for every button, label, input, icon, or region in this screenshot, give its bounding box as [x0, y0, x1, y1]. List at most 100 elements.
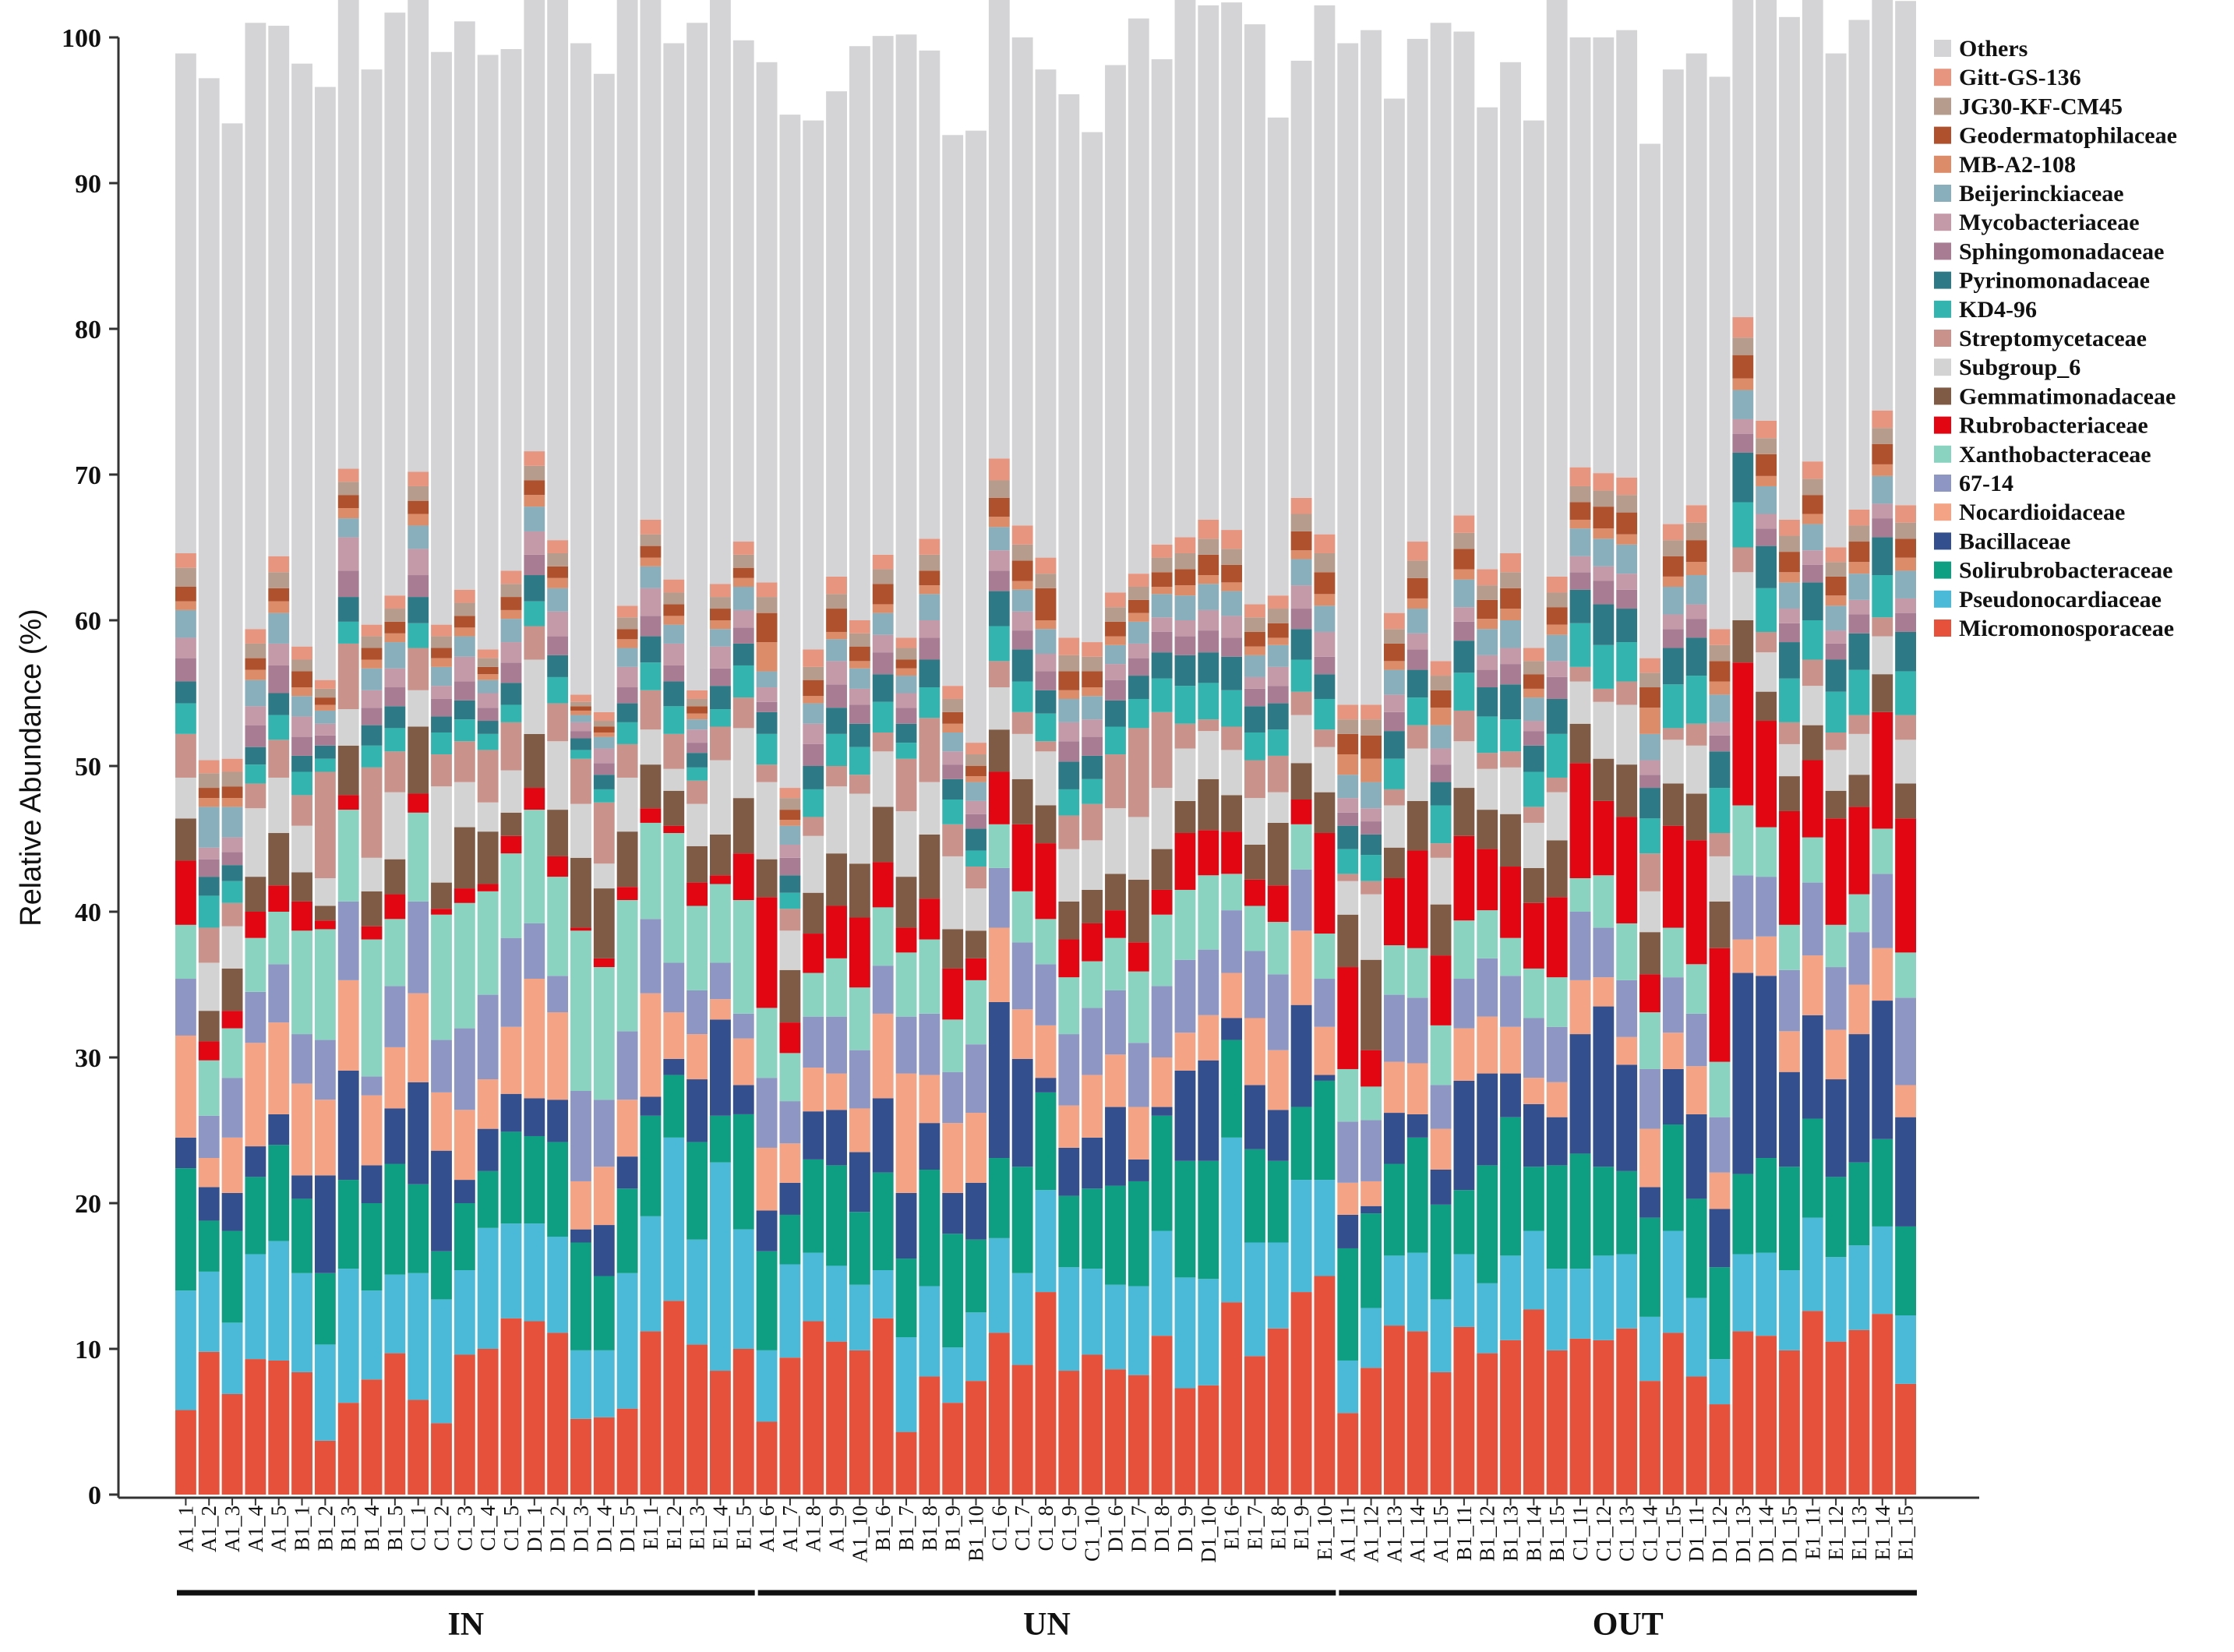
bar-segment-rubrobacteriaceae-c1_8	[1035, 843, 1057, 920]
bar-segment-pseudonocardiaceae-e1_8	[1267, 1242, 1289, 1329]
bar-segment-gitt-gs-136-e1_8	[1267, 595, 1289, 609]
bar-segment-jg30-kf-cm45-d1_9	[1174, 552, 1196, 570]
bar-segment-sphingomonadaceae-a1_14	[1406, 649, 1428, 670]
bar-segment-mb-a2-108-d1_2	[547, 577, 569, 588]
bar-segment-solirubrobacteraceae-c1_4	[477, 1170, 499, 1228]
bar-segment-jg30-kf-cm45-a1_2	[198, 773, 220, 789]
bar-segment-mb-a2-108-a1_15	[1430, 708, 1452, 725]
bar-segment-streptomycetaceae-d1_11	[1685, 723, 1707, 746]
y-tick-label: 90	[75, 170, 101, 199]
bar-segment-streptomycetaceae-a1_2	[198, 927, 220, 963]
bar-segment-streptomycetaceae-b1_1	[291, 795, 312, 826]
bar-segment-solirubrobacteraceae-a1_1	[175, 1168, 196, 1291]
bar-segment-pyrinomonadaceae-b1_14	[1523, 745, 1544, 772]
bar-segment-subgroup-6-a1_12	[1361, 894, 1382, 960]
bar-segment-bacillaceae-b1_4	[361, 1165, 383, 1203]
bar-segment-subgroup-6-d1_2	[547, 741, 569, 810]
bar-segment-kd4-96-a1_15	[1430, 805, 1452, 844]
bar-segment-kd4-96-a1_6	[756, 733, 778, 765]
bar-segment-sphingomonadaceae-e1_5	[732, 627, 754, 644]
bar-segment-gitt-gs-136-e1_9	[1290, 497, 1312, 514]
bar-segment-xanthobacteraceae-c1_10	[1082, 961, 1103, 1008]
bar-segment-gemmatimonadaceae-d1_15	[1779, 776, 1800, 811]
bar-segment-micromonosporaceae-c1_1	[408, 1400, 429, 1495]
bar-segment-pyrinomonadaceae-b1_1	[291, 755, 312, 772]
bar-segment-gemmatimonadaceae-b1_13	[1500, 814, 1521, 867]
bar-segment-gitt-gs-136-a1_3	[221, 758, 243, 772]
bar-segment-jg30-kf-cm45-c1_1	[408, 485, 429, 501]
bar-segment-others-d1_13	[1732, 0, 1754, 318]
bar-segment-geodermatophilaceae-e1_7	[1244, 631, 1265, 647]
bar-segment-mycobacteriaceae-a1_12	[1361, 808, 1382, 822]
bar-segment-gitt-gs-136-b1_7	[895, 637, 917, 648]
bar-segment-sphingomonadaceae-b1_14	[1523, 731, 1544, 746]
bar-segment-solirubrobacteraceae-d1_10	[1198, 1160, 1219, 1280]
bar-segment-mb-a2-108-c1_3	[454, 627, 475, 637]
bar-segment-rubrobacteriaceae-a1_3	[221, 1011, 243, 1029]
bar-segment-xanthobacteraceae-a1_11	[1337, 1068, 1359, 1122]
bar-segment-streptomycetaceae-e1_8	[1267, 755, 1289, 792]
bar-segment-mb-a2-108-c1_4	[477, 674, 499, 680]
bar-segment-nocardioidaceae-d1_9	[1174, 1032, 1196, 1071]
bar-segment-mycobacteriaceae-b1_5	[384, 668, 406, 688]
bar-segment-gemmatimonadaceae-c1_5	[500, 812, 522, 836]
bar-segment-pseudonocardiaceae-c1_6	[988, 1237, 1010, 1333]
bar-segment-solirubrobacteraceae-e1_10	[1314, 1080, 1336, 1181]
bar-segment-bacillaceae-b1_9	[942, 1192, 964, 1234]
bar-segment-rubrobacteriaceae-b1_2	[314, 920, 336, 930]
bar-segment-beijerinckiaceae-d1_5	[616, 648, 638, 667]
bar-segment-streptomycetaceae-e1_2	[663, 733, 685, 769]
bar-segment-mb-a2-108-e1_5	[732, 577, 754, 587]
bar-segment-beijerinckiaceae-a1_10	[849, 668, 870, 689]
x-tick-label: B1_10	[965, 1506, 988, 1562]
bar-segment-67-14-a1_15	[1430, 1085, 1452, 1129]
bar-segment-67-14-b1_4	[361, 1076, 383, 1096]
bar-segment-xanthobacteraceae-a1_13	[1383, 945, 1405, 995]
bar-segment-solirubrobacteraceae-d1_5	[616, 1188, 638, 1273]
bar-segment-nocardioidaceae-a1_4	[245, 1043, 266, 1147]
bar-segment-xanthobacteraceae-b1_8	[919, 939, 941, 1014]
bar-segment-mb-a2-108-a1_14	[1406, 598, 1428, 609]
bar-segment-pseudonocardiaceae-c1_1	[408, 1273, 429, 1400]
bar-segment-pyrinomonadaceae-a1_12	[1361, 834, 1382, 856]
bar-segment-pyrinomonadaceae-c1_14	[1639, 788, 1661, 819]
bar-segment-bacillaceae-e1_4	[710, 1019, 731, 1116]
bar-segment-pseudonocardiaceae-a1_2	[198, 1271, 220, 1352]
bar-segment-pyrinomonadaceae-b1_7	[895, 723, 917, 743]
bar-segment-micromonosporaceae-e1_7	[1244, 1356, 1265, 1495]
bar-segment-mb-a2-108-e1_7	[1244, 646, 1265, 655]
bar-segment-subgroup-6-c1_4	[477, 802, 499, 832]
bar-segment-xanthobacteraceae-b1_13	[1500, 937, 1521, 976]
bar-segment-gemmatimonadaceae-c1_9	[1058, 901, 1080, 940]
bar-segment-sphingomonadaceae-c1_7	[1011, 630, 1033, 650]
bar-segment-jg30-kf-cm45-c1_3	[454, 602, 475, 616]
bar-segment-nocardioidaceae-b1_3	[337, 980, 359, 1071]
bar-segment-beijerinckiaceae-b1_4	[361, 668, 383, 690]
bar-segment-beijerinckiaceae-e1_2	[663, 624, 685, 644]
bar-segment-mb-a2-108-e1_14	[1872, 464, 1893, 476]
bar-segment-jg30-kf-cm45-a1_8	[803, 666, 824, 680]
bar-segment-subgroup-6-d1_4	[593, 863, 615, 889]
bar-segment-mb-a2-108-c1_2	[431, 658, 452, 667]
bar-segment-gitt-gs-136-d1_4	[593, 711, 615, 722]
legend-swatch	[1934, 445, 1951, 463]
bar-segment-gemmatimonadaceae-d1_3	[570, 857, 591, 928]
bar-segment-sphingomonadaceae-a1_4	[245, 725, 266, 747]
bar-segment-nocardioidaceae-a1_8	[803, 1068, 824, 1112]
bar-segment-rubrobacteriaceae-c1_2	[431, 909, 452, 915]
bar-segment-xanthobacteraceae-d1_15	[1779, 924, 1800, 970]
bar-segment-mycobacteriaceae-a1_3	[221, 837, 243, 852]
bar-segment-bacillaceae-b1_5	[384, 1108, 406, 1164]
bar-segment-gemmatimonadaceae-b1_4	[361, 891, 383, 927]
bar-segment-geodermatophilaceae-e1_15	[1895, 538, 1916, 558]
bar-segment-pyrinomonadaceae-e1_2	[663, 681, 685, 707]
bar-segment-bacillaceae-c1_10	[1082, 1137, 1103, 1189]
bar-segment-rubrobacteriaceae-b1_7	[895, 927, 917, 953]
bar-segment-nocardioidaceae-b1_2	[314, 1100, 336, 1176]
bar-segment-mycobacteriaceae-e1_12	[1825, 630, 1847, 644]
bar-segment-micromonosporaceae-c1_6	[988, 1333, 1010, 1495]
bar-segment-kd4-96-c1_8	[1035, 713, 1057, 742]
bar-segment-kd4-96-d1_5	[616, 722, 638, 744]
bar-segment-jg30-kf-cm45-d1_1	[524, 465, 545, 481]
bar-segment-subgroup-6-c1_5	[500, 770, 522, 813]
